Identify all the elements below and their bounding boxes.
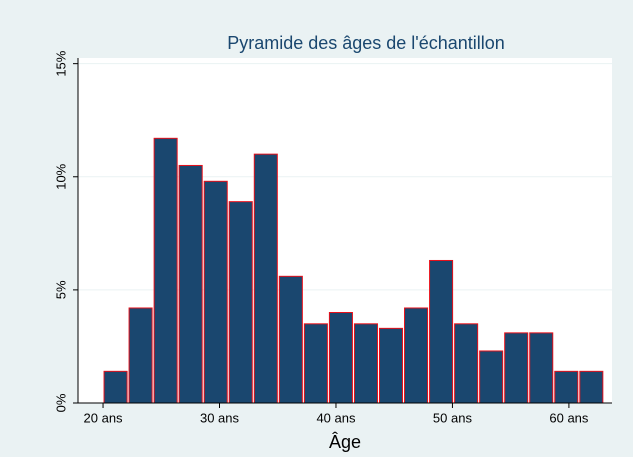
bar: [303, 323, 328, 404]
bar: [479, 350, 504, 404]
bar: [454, 323, 479, 404]
bar: [404, 307, 429, 404]
bar: [128, 307, 153, 404]
x-tick-label: 30 ans: [200, 410, 240, 425]
chart-title: Pyramide des âges de l'échantillon: [227, 33, 505, 53]
bar: [153, 137, 178, 404]
x-tick-label: 40 ans: [316, 410, 356, 425]
bar: [429, 259, 454, 404]
bar: [328, 312, 353, 404]
bar: [504, 332, 529, 404]
bar: [353, 323, 378, 404]
y-tick-label: 10%: [53, 163, 68, 189]
bar: [203, 180, 228, 404]
bar: [278, 275, 303, 404]
x-tick-label: 60 ans: [549, 410, 589, 425]
x-tick-label: 50 ans: [433, 410, 473, 425]
bar: [554, 370, 579, 404]
y-tick-label: 15%: [53, 50, 68, 76]
bar: [253, 153, 278, 404]
bar: [378, 327, 404, 404]
bar: [579, 370, 604, 404]
y-tick-label: 0%: [53, 393, 68, 412]
bar: [529, 332, 554, 404]
x-tick-label: 20 ans: [84, 410, 124, 425]
y-tick-label: 5%: [53, 280, 68, 299]
x-axis-label: Âge: [329, 432, 361, 452]
bar: [178, 164, 203, 404]
bar: [228, 201, 253, 404]
bar: [103, 370, 128, 404]
